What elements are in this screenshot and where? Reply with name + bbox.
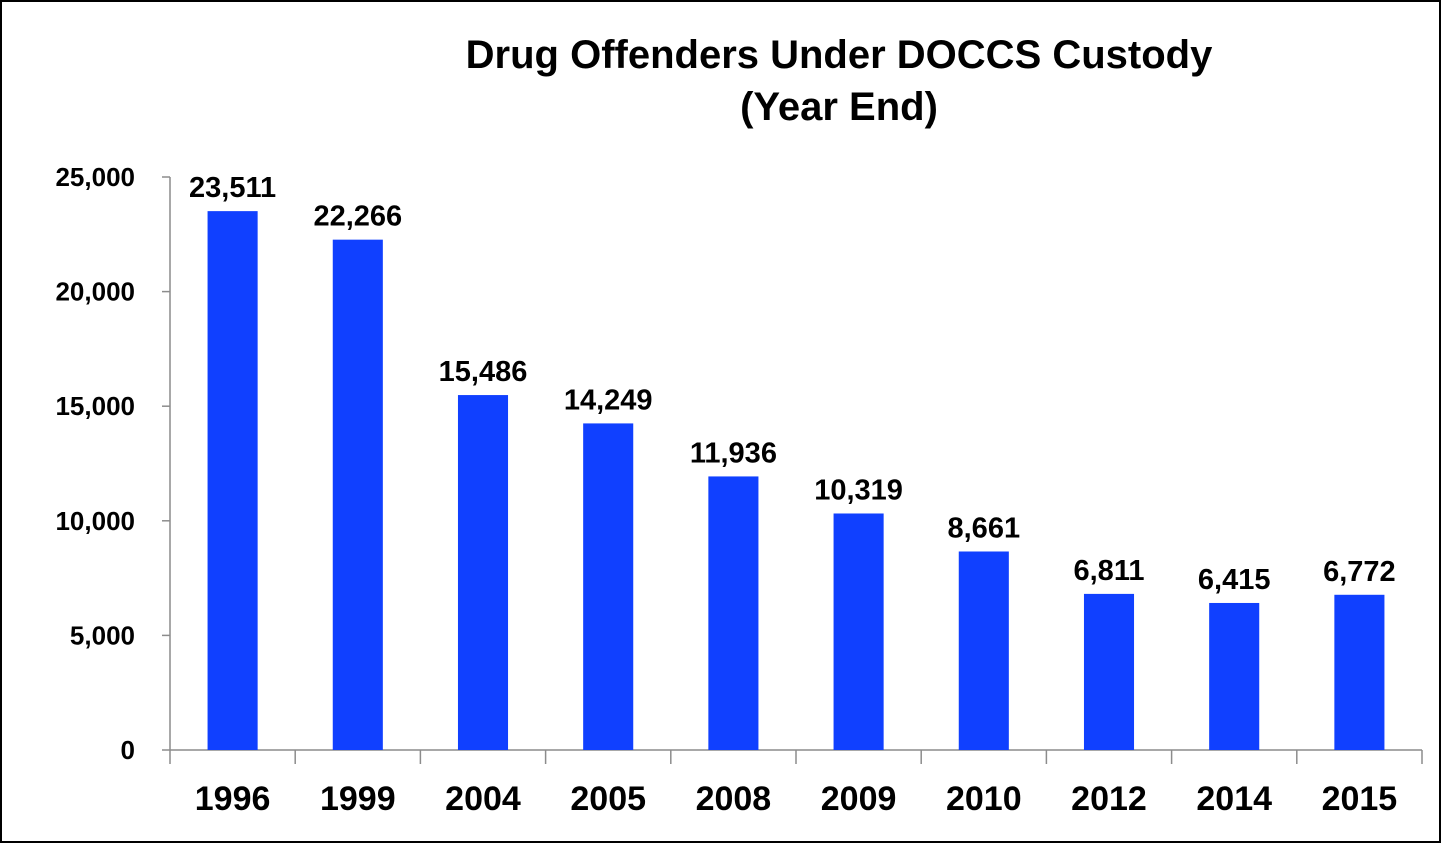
data-label-2012: 6,811 — [1074, 555, 1145, 587]
y-axis: 0 5,000 10,000 15,000 20,000 25,000 — [55, 162, 171, 765]
y-tick-label: 10,000 — [55, 506, 135, 536]
bar-2004 — [457, 395, 509, 750]
bar-2012 — [1083, 593, 1135, 750]
bar-2010 — [958, 551, 1009, 750]
data-label-1996: 23,511 — [189, 172, 276, 204]
bar-2009 — [833, 513, 884, 750]
data-label-2010: 8,661 — [948, 512, 1021, 544]
y-tick-label: 0 — [121, 735, 135, 765]
bars — [207, 211, 1385, 751]
chart-subtitle: (Year End) — [740, 85, 938, 129]
data-label-1999: 22,266 — [313, 201, 402, 233]
data-label-2008: 11,936 — [690, 437, 777, 469]
x-tick-label-1999: 1999 — [320, 780, 396, 818]
bar-1996 — [207, 211, 258, 751]
y-tick-label: 5,000 — [70, 620, 135, 650]
x-tick-label-2005: 2005 — [570, 780, 646, 818]
data-label-2015: 6,772 — [1323, 556, 1396, 588]
data-label-2004: 15,486 — [439, 356, 528, 388]
data-label-2009: 10,319 — [814, 474, 903, 506]
bar-2005 — [583, 423, 634, 750]
data-labels: 23,511 22,266 15,486 14,249 11,936 10,319 8,66… — [189, 172, 1396, 596]
x-tick-label-2008: 2008 — [696, 780, 772, 818]
y-tick-label: 20,000 — [55, 277, 135, 307]
x-tick-label-1996: 1996 — [195, 780, 271, 818]
bar-2015 — [1334, 594, 1385, 750]
chart-title: Drug Offenders Under DOCCS Custody — [466, 33, 1213, 77]
bar-2008 — [708, 476, 759, 750]
x-tick-label-2012: 2012 — [1071, 780, 1147, 818]
bar-2014 — [1209, 602, 1260, 750]
x-tick-label-2014: 2014 — [1196, 780, 1272, 818]
x-tick-label-2009: 2009 — [821, 780, 897, 818]
x-tick-label-2015: 2015 — [1322, 780, 1398, 818]
data-label-2005: 14,249 — [564, 384, 653, 416]
data-label-2014: 6,415 — [1198, 564, 1271, 596]
y-tick-label: 25,000 — [55, 162, 135, 192]
y-tick-label: 15,000 — [55, 391, 135, 421]
x-axis: 1996 1999 2004 2005 2008 2009 2010 2012 2014 2015 — [169, 749, 1423, 818]
bar-1999 — [332, 239, 383, 751]
x-tick-label-2004: 2004 — [445, 780, 521, 818]
x-tick-label-2010: 2010 — [946, 780, 1022, 818]
